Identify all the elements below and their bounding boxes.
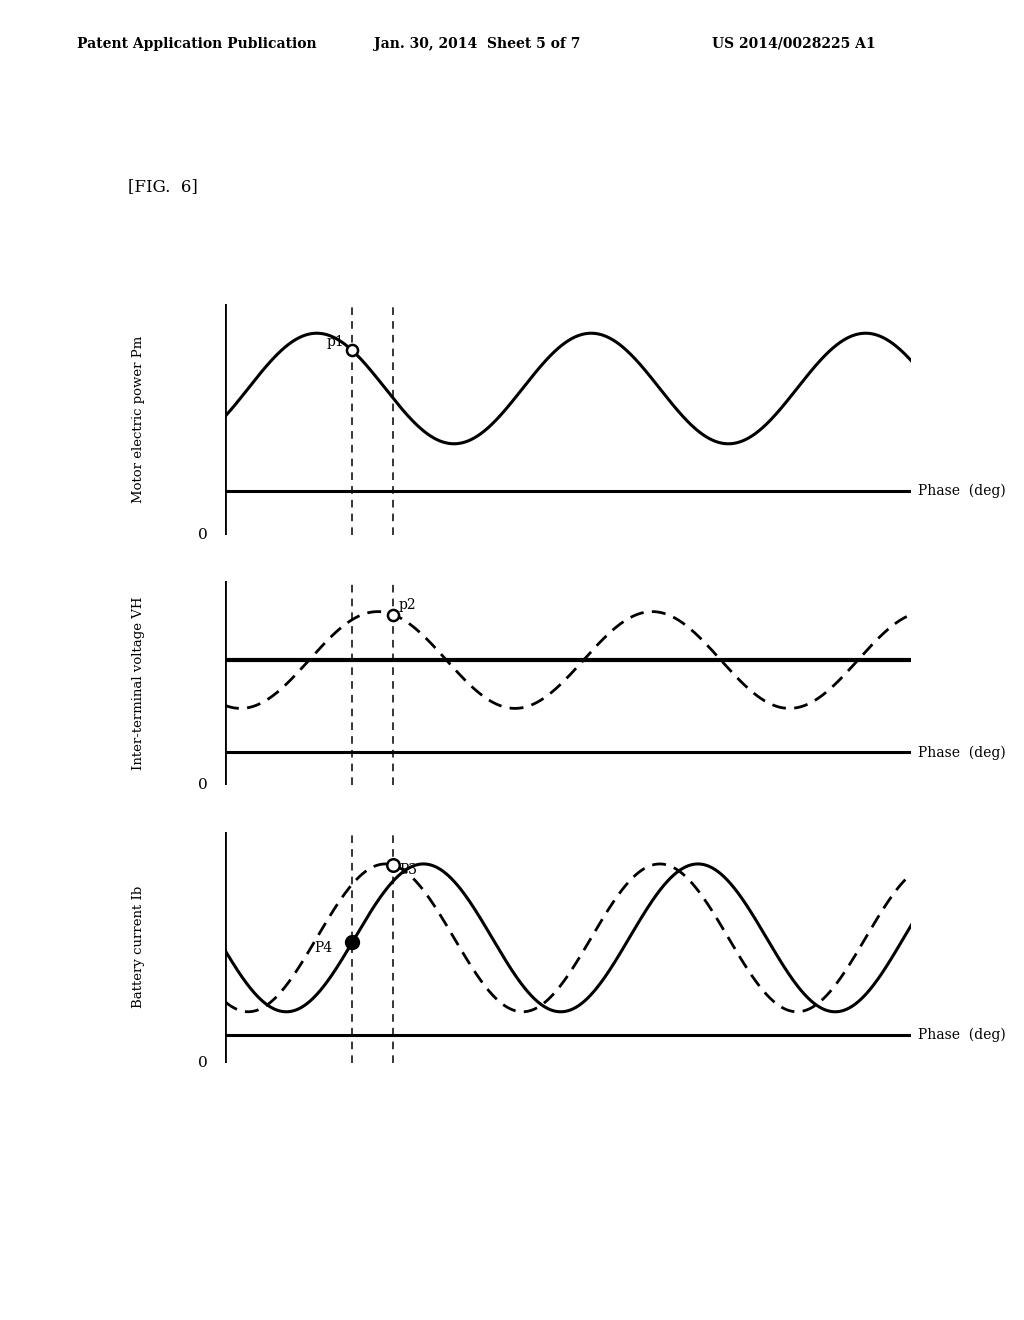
Text: p2: p2 [399,598,417,612]
Text: Jan. 30, 2014  Sheet 5 of 7: Jan. 30, 2014 Sheet 5 of 7 [374,37,581,51]
Text: Patent Application Publication: Patent Application Publication [77,37,316,51]
Text: 0: 0 [199,779,208,792]
Text: Motor electric power Pm: Motor electric power Pm [132,335,144,503]
Text: Phase  (deg): Phase (deg) [919,484,1006,499]
Text: 0: 0 [199,1056,208,1069]
Text: Phase  (deg): Phase (deg) [919,746,1006,759]
Text: P4: P4 [314,941,333,954]
Text: Battery current Ib: Battery current Ib [132,886,144,1008]
Text: [FIG.  6]: [FIG. 6] [128,178,198,195]
Text: Inter-terminal voltage VH: Inter-terminal voltage VH [132,597,144,770]
Text: P3: P3 [399,863,417,878]
Text: Phase  (deg): Phase (deg) [919,1028,1006,1041]
Text: 0: 0 [199,528,208,541]
Text: US 2014/0028225 A1: US 2014/0028225 A1 [712,37,876,51]
Text: p1: p1 [326,334,344,348]
